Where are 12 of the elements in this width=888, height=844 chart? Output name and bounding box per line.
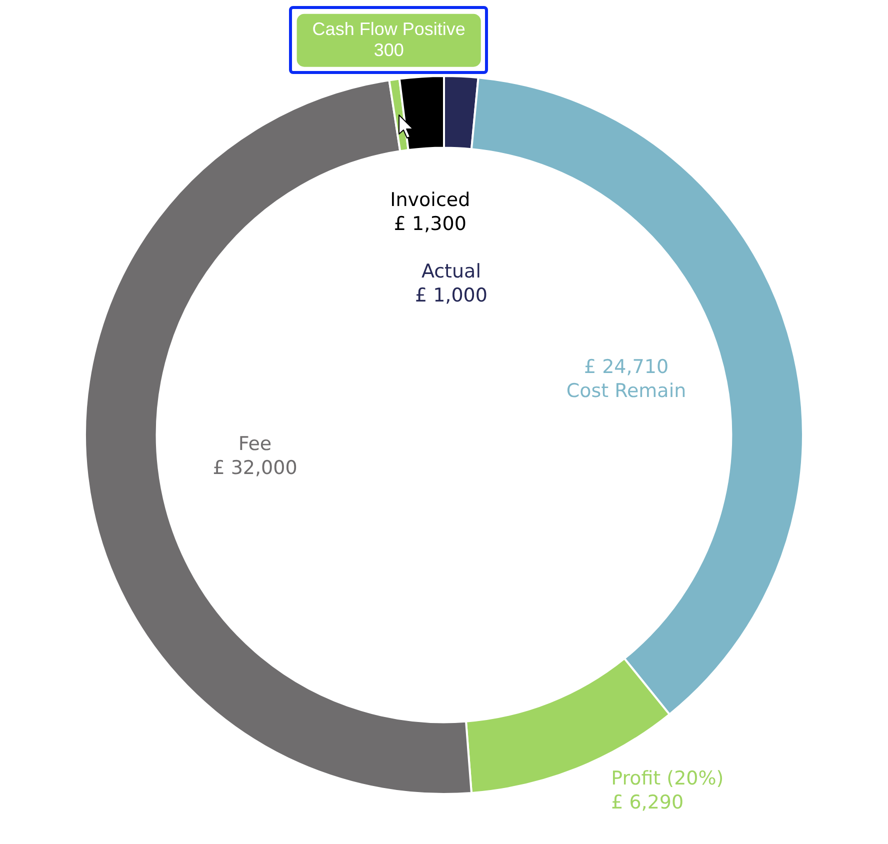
slice-label: Invoiced [390, 188, 470, 211]
slice-label: Fee [238, 432, 272, 455]
data-label: £ 32,000 [212, 456, 298, 479]
slice-label: Cash Flow Positive [312, 18, 466, 39]
data-label: 300 [374, 40, 404, 60]
slice-label: Actual [421, 260, 481, 282]
data-label: £ 1,300 [394, 212, 466, 235]
data-label: £ 6,290 [611, 792, 684, 814]
slice-label: Profit (20%) [611, 768, 724, 790]
data-label: £ 1,000 [414, 284, 488, 306]
slice-label: Cost Remain [566, 380, 686, 402]
data-label: £ 24,710 [584, 356, 669, 378]
